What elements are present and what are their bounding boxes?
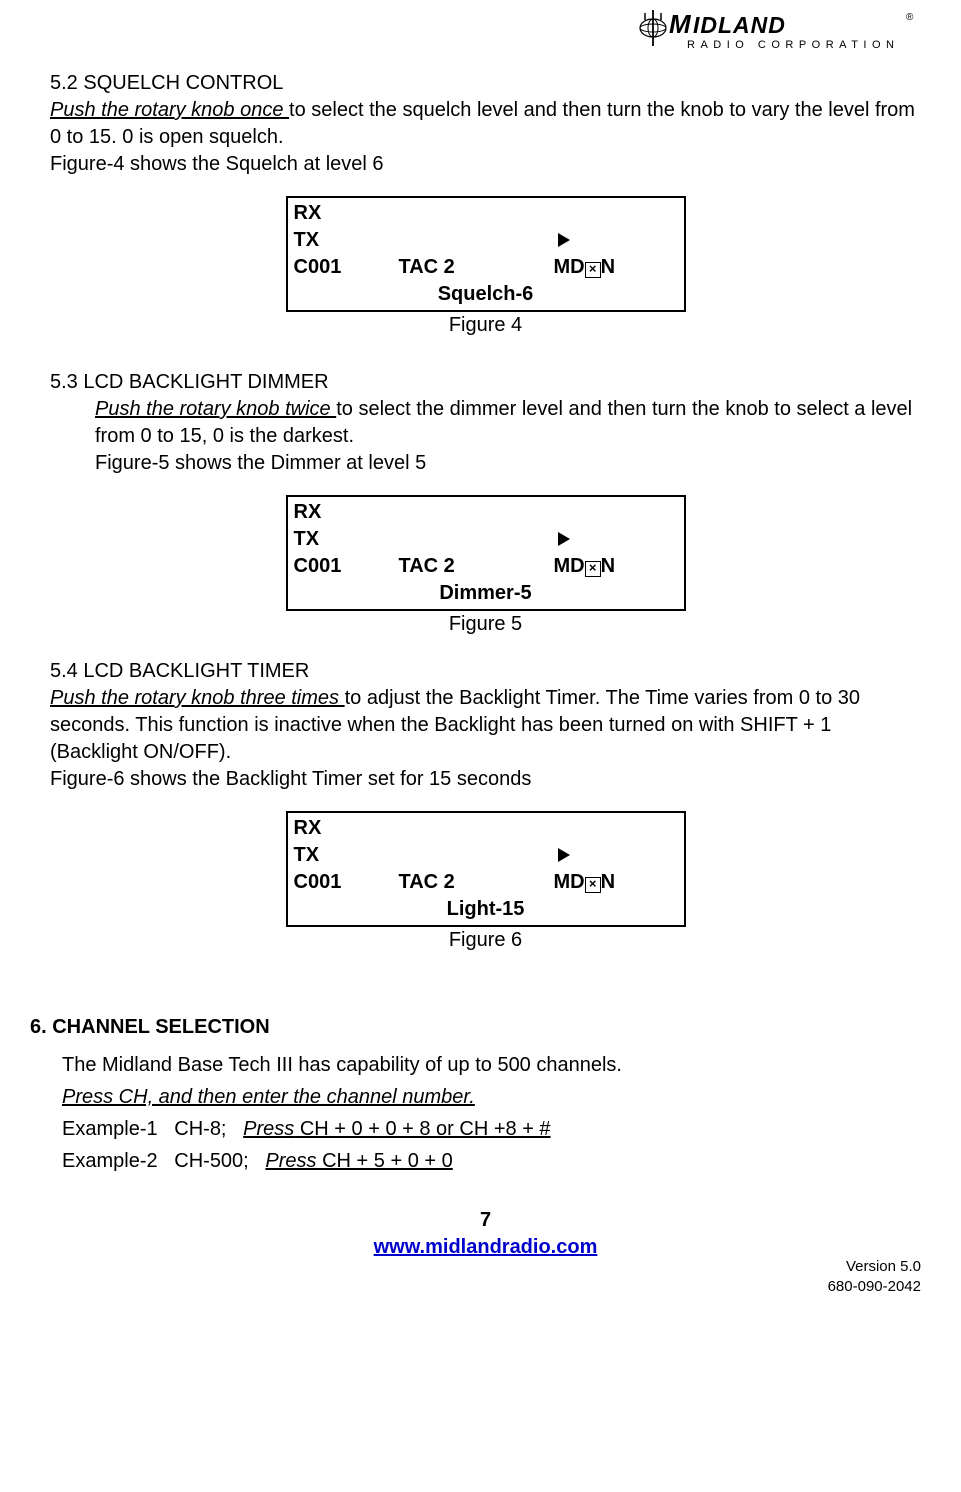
globe-icon [640,10,666,46]
figure5-note: Figure-5 shows the Dimmer at level 5 [95,450,921,477]
lcd6-channel: C001 [294,869,399,896]
section-5-3: 5.3 LCD BACKLIGHT DIMMER Push the rotary… [50,369,921,477]
svg-text:M: M [669,10,692,39]
lcd-figure-6-wrap: RX TX C001 TAC 2 MD×N Light-15 [50,811,921,927]
lcd5-rx: RX [294,499,678,526]
figure-6-caption: Figure 6 [50,927,921,954]
play-icon [540,526,678,553]
page-footer: 7 www.midlandradio.com [50,1207,921,1261]
section-5-3-body: Push the rotary knob twice to select the… [95,396,921,450]
lcd5-mode: MD×N [554,553,678,580]
figure4-note: Figure-4 shows the Squelch at level 6 [50,151,921,178]
lcd5-tx: TX [294,526,540,553]
version-block: Version 5.0 680-090-2042 [50,1257,921,1296]
lcd5-status: Dimmer-5 [294,580,678,607]
svg-text:®: ® [906,12,914,23]
section-5-3-title: 5.3 LCD BACKLIGHT DIMMER [50,369,921,396]
brand-text: IDLAND [693,12,786,38]
lcd-figure-5: RX TX C001 TAC 2 MD×N Dimmer-5 [286,495,686,611]
brand-subtext: RADIO CORPORATION [687,39,899,51]
page-number: 7 [50,1207,921,1234]
lcd-figure-4: RX TX C001 TAC 2 MD×N Squelch-6 [286,196,686,312]
section-6-desc: The Midland Base Tech III has capability… [62,1049,921,1081]
brand-logo: M IDLAND ® RADIO CORPORATION [50,10,921,64]
play-icon [540,227,678,254]
lcd6-tac: TAC 2 [399,869,554,896]
lcd4-tac: TAC 2 [399,254,554,281]
section-5-4-title: 5.4 LCD BACKLIGHT TIMER [50,658,921,685]
lcd-figure-5-wrap: RX TX C001 TAC 2 MD×N Dimmer-5 [50,495,921,611]
lcd6-mode: MD×N [554,869,678,896]
lcd6-tx: TX [294,842,540,869]
section-6-title: 6. CHANNEL SELECTION [30,1014,921,1041]
lcd6-status: Light-15 [294,896,678,923]
lcd4-mode: MD×N [554,254,678,281]
lcd6-rx: RX [294,815,678,842]
lcd5-channel: C001 [294,553,399,580]
figure-4-caption: Figure 4 [50,312,921,339]
website-link[interactable]: www.midlandradio.com [374,1236,598,1258]
lcd4-status: Squelch-6 [294,281,678,308]
figure6-note: Figure-6 shows the Backlight Timer set f… [50,766,921,793]
example-1: Example-1 CH-8; Press CH + 0 + 0 + 8 or … [62,1113,921,1145]
figure-5-caption: Figure 5 [50,611,921,638]
instruction-push-once: Push the rotary knob once [50,99,289,121]
section-6-instruction: Press CH, and then enter the channel num… [62,1081,921,1113]
lcd4-channel: C001 [294,254,399,281]
lcd-figure-4-wrap: RX TX C001 TAC 2 MD×N Squelch-6 [50,196,921,312]
instruction-push-three: Push the rotary knob three times [50,687,345,709]
section-5-4-body: Push the rotary knob three times to adju… [50,685,921,766]
example-2: Example-2 CH-500; Press CH + 5 + 0 + 0 [62,1145,921,1177]
lcd4-tx: TX [294,227,540,254]
lcd5-tac: TAC 2 [399,553,554,580]
lcd4-rx: RX [294,200,678,227]
lcd-figure-6: RX TX C001 TAC 2 MD×N Light-15 [286,811,686,927]
play-icon [540,842,678,869]
section-5-2-title: 5.2 SQUELCH CONTROL [50,70,921,97]
instruction-push-twice: Push the rotary knob twice [95,398,336,420]
section-5-2: 5.2 SQUELCH CONTROL Push the rotary knob… [50,70,921,178]
document-number: 680-090-2042 [50,1277,921,1297]
section-5-4: 5.4 LCD BACKLIGHT TIMER Push the rotary … [50,658,921,793]
section-5-2-body: Push the rotary knob once to select the … [50,97,921,151]
